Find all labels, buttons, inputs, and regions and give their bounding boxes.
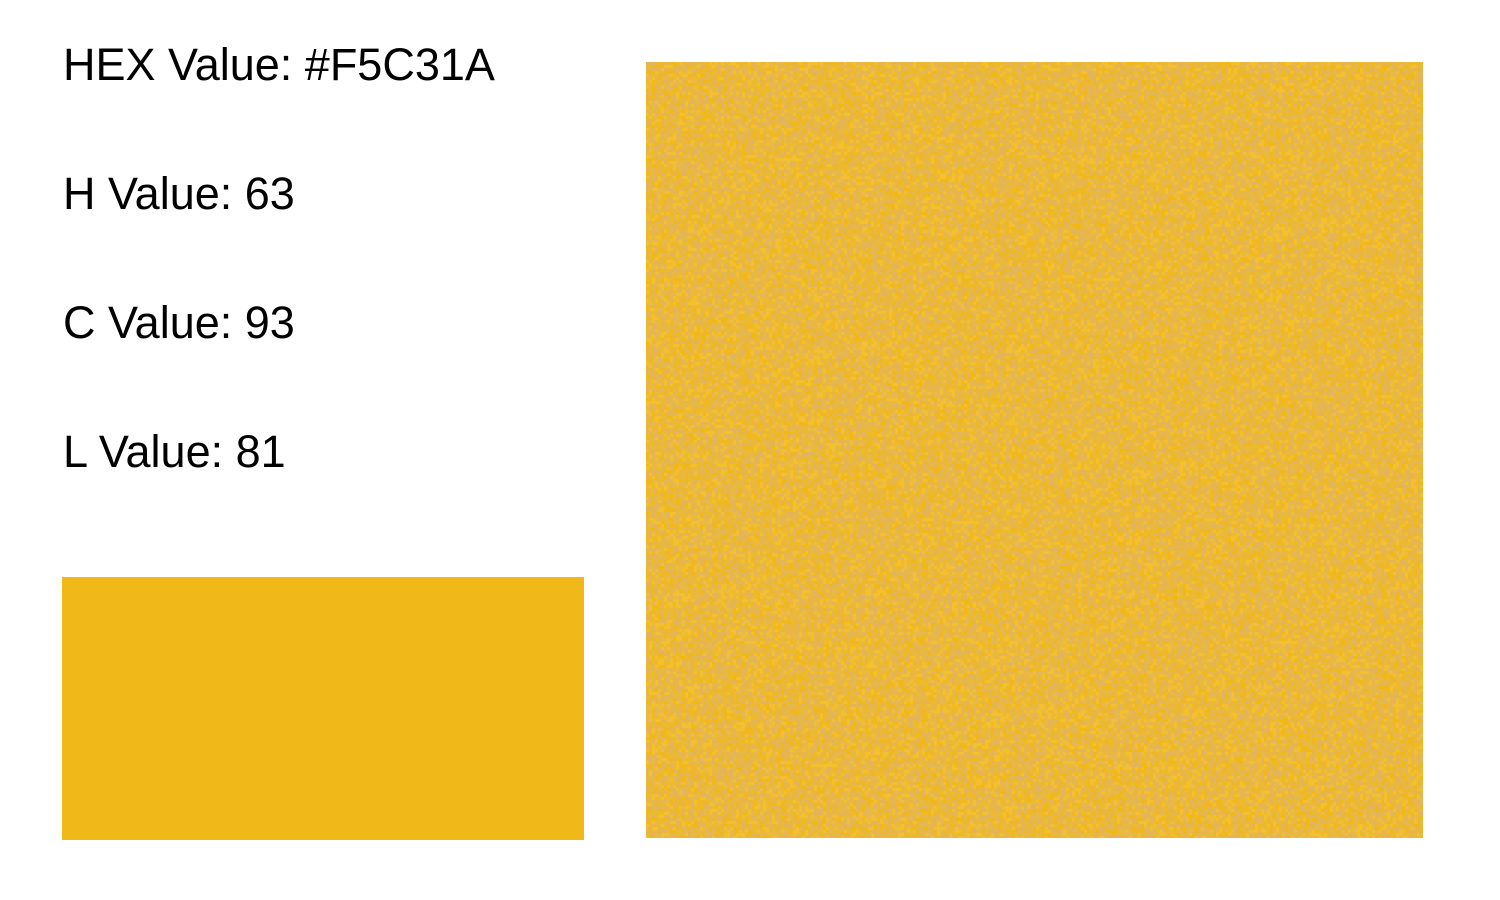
l-value-label: L Value: 81: [63, 426, 286, 477]
noisy-color-swatch: [646, 62, 1423, 838]
solid-color-swatch: [62, 577, 584, 840]
h-value-label: H Value: 63: [63, 168, 295, 219]
hex-value-label: HEX Value: #F5C31A: [63, 39, 495, 90]
c-value-label: C Value: 93: [63, 297, 295, 348]
